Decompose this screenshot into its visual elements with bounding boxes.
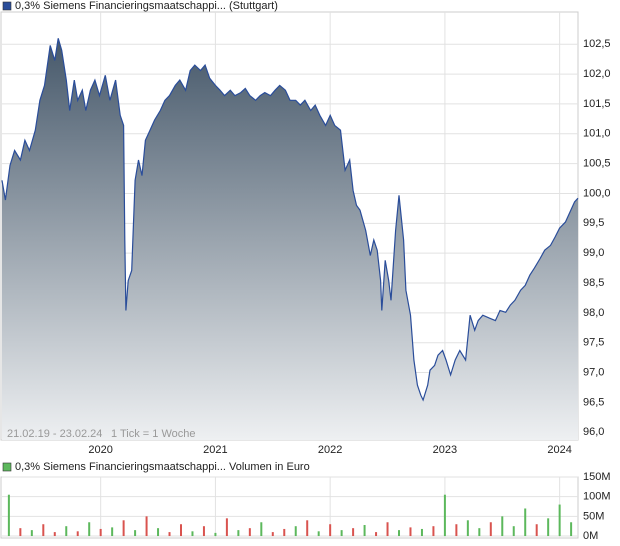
y-tick-label: 100,5 [583, 158, 611, 170]
y-tick-label: 98,0 [583, 307, 604, 319]
volume-bar [558, 504, 561, 537]
volume-bar [547, 518, 550, 537]
y-tick-label: 96,0 [583, 426, 604, 438]
y-tick-label: 97,0 [583, 366, 604, 378]
volume-bar [420, 528, 423, 537]
y-tick-label: 97,5 [583, 337, 604, 349]
volume-bar [157, 528, 160, 537]
y-tick-label: 102,0 [583, 68, 611, 80]
x-tick-label: 2021 [203, 444, 227, 456]
volume-bar [317, 531, 320, 537]
volume-bar [122, 520, 125, 537]
volume-bar [271, 532, 274, 537]
volume-bar [352, 528, 355, 537]
volume-bar [512, 526, 515, 537]
volume-bar [168, 532, 171, 537]
area-fill [2, 38, 578, 441]
volume-bar [111, 527, 114, 537]
volume-bar [443, 494, 446, 537]
volume-bar [432, 526, 435, 537]
y-tick-label: 101,0 [583, 128, 611, 140]
price-line [1, 38, 579, 402]
volume-bar [99, 528, 102, 537]
volume-bar [248, 528, 251, 537]
volume-bar [260, 522, 263, 537]
volume-bar [398, 530, 401, 537]
volume-bar [76, 531, 79, 537]
volume-bar [179, 524, 182, 537]
volume-bar [53, 532, 56, 537]
volume-bar [294, 526, 297, 537]
y-tick-label: 100M [583, 491, 611, 503]
y-tick-label: 96,5 [583, 396, 604, 408]
volume-bar [340, 530, 343, 537]
volume-bar [225, 518, 228, 537]
volume-bar [455, 524, 458, 537]
volume-bar [409, 527, 412, 537]
volume-bar [489, 522, 492, 537]
y-tick-label: 101,5 [583, 98, 611, 110]
legend-label: 0,3% Siemens Financieringsmaatschappi...… [15, 461, 310, 473]
volume-bar [19, 528, 22, 537]
volume-bar [283, 528, 286, 537]
volume-bar [191, 531, 194, 537]
y-tick-label: 98,5 [583, 277, 604, 289]
legend-label: 0,3% Siemens Financieringsmaatschappi...… [15, 0, 278, 12]
y-tick-label: 100,0 [583, 187, 611, 199]
volume-bar [329, 524, 332, 537]
x-tick-label: 2022 [318, 444, 342, 456]
volume-bar [466, 520, 469, 537]
volume-bar [363, 525, 366, 537]
y-tick-label: 99,0 [583, 247, 604, 259]
volume-bar [570, 522, 573, 537]
y-tick-label: 150M [583, 471, 611, 483]
annotation: 21.02.19 - 23.02.24 [7, 428, 102, 440]
annotation: 1 Tick = 1 Woche [111, 428, 195, 440]
x-tick-label: 2024 [547, 444, 571, 456]
volume-bar [202, 526, 205, 537]
volume-bar [65, 526, 68, 537]
y-tick-label: 0M [583, 530, 598, 542]
volume-bar [237, 530, 240, 537]
volume-bar [501, 516, 504, 537]
legend-swatch [2, 462, 12, 472]
volume-bar [386, 522, 389, 537]
volume-bar [145, 516, 148, 537]
volume-bar [134, 530, 137, 537]
volume-bar [7, 494, 10, 537]
volume-bar [214, 532, 217, 537]
volume-bar [42, 524, 45, 537]
volume-bar [478, 528, 481, 537]
y-tick-label: 99,5 [583, 217, 604, 229]
x-tick-label: 2020 [88, 444, 112, 456]
volume-bar [535, 524, 538, 537]
x-tick-label: 2023 [433, 444, 457, 456]
volume-bar [524, 508, 527, 537]
y-tick-label: 50M [583, 510, 604, 522]
volume-bar [30, 530, 33, 537]
volume-bar [306, 520, 309, 537]
y-tick-label: 102,5 [583, 38, 611, 50]
legend-swatch [2, 1, 12, 11]
volume-bar [88, 522, 91, 537]
volume-bar [375, 532, 378, 537]
